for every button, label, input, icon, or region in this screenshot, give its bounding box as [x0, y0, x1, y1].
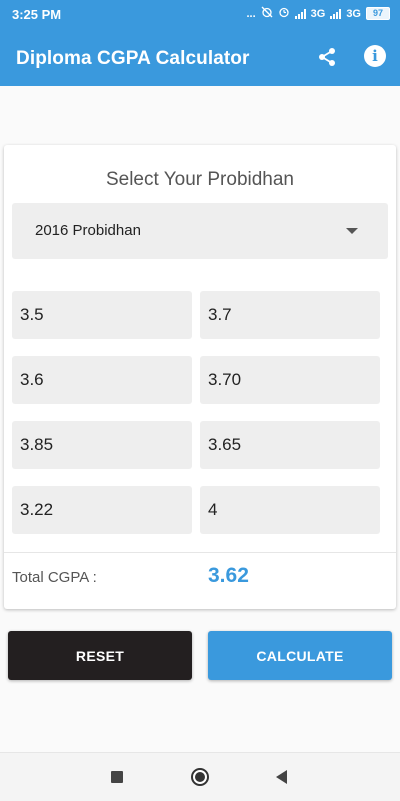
total-cgpa-label: Total CGPA : [12, 569, 97, 586]
probidhan-selected-value: 2016 Probidhan [35, 222, 141, 239]
calculator-card: Select Your Probidhan 2016 Probidhan Tot… [4, 145, 396, 609]
total-cgpa-value: 3.62 [208, 564, 249, 587]
network-type-1: 3G [310, 7, 326, 20]
dropdown-arrow-icon [346, 228, 358, 234]
probidhan-dropdown[interactable]: 2016 Probidhan [12, 203, 388, 259]
network-type-2: 3G [346, 7, 361, 20]
app-title: Diploma CGPA Calculator [16, 48, 250, 69]
share-icon[interactable] [316, 46, 338, 68]
toolbar: Diploma CGPA Calculator i [0, 28, 400, 86]
system-nav-bar [0, 752, 400, 801]
alarm-off-icon [261, 6, 273, 21]
app-header: 3:25 PM ... 3G 3G 97 Diploma CGPA Calcul… [0, 0, 400, 86]
back-icon[interactable] [276, 770, 287, 784]
info-icon[interactable]: i [364, 45, 386, 67]
status-bar: 3:25 PM ... 3G 3G 97 [0, 0, 400, 28]
gpa-field-5[interactable] [12, 421, 192, 469]
calculate-button[interactable]: CALCULATE [208, 631, 392, 680]
gpa-field-4[interactable] [200, 356, 380, 404]
battery-icon: 97 [366, 7, 390, 20]
status-time: 3:25 PM [12, 7, 62, 22]
probidhan-heading: Select Your Probidhan [105, 169, 295, 190]
reset-button[interactable]: RESET [8, 631, 192, 680]
status-icons: ... 3G 3G 97 [246, 6, 390, 21]
alarm-icon [278, 6, 290, 21]
gpa-field-1[interactable] [12, 291, 192, 339]
gpa-field-7[interactable] [12, 486, 192, 534]
gpa-field-2[interactable] [200, 291, 380, 339]
gpa-field-6[interactable] [200, 421, 380, 469]
signal-icon [294, 8, 306, 19]
recent-apps-icon[interactable] [111, 771, 123, 783]
home-icon[interactable] [191, 768, 209, 786]
divider [4, 552, 396, 553]
gpa-field-3[interactable] [12, 356, 192, 404]
gpa-field-8[interactable] [200, 486, 380, 534]
notification-dots: ... [246, 7, 256, 20]
signal-icon-2 [330, 8, 342, 19]
